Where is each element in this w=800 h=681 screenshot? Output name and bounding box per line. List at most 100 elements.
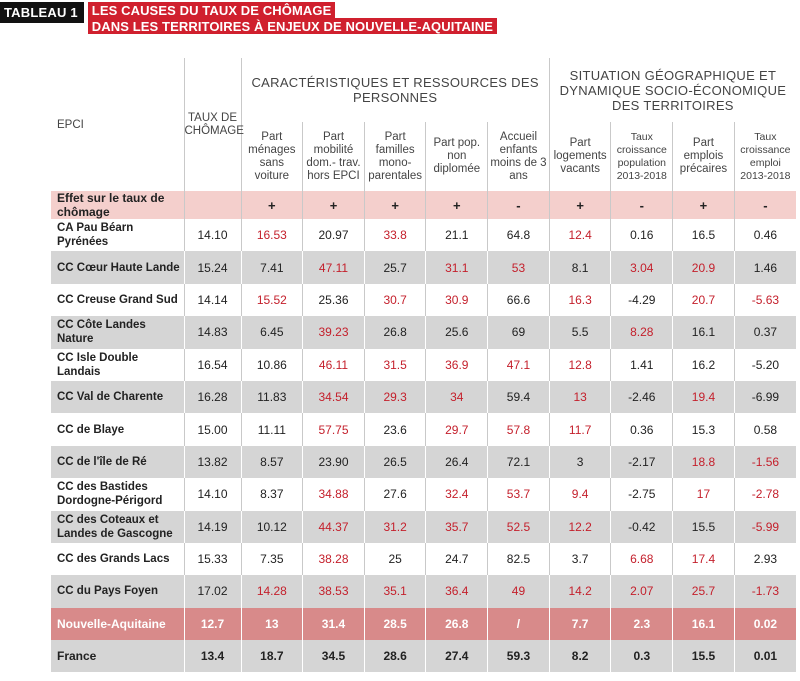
- indicator-value: 15.52: [241, 283, 304, 317]
- indicator-value: 15.5: [672, 639, 735, 672]
- indicator-value: 20.97: [302, 219, 365, 252]
- indicator-value: 17.4: [672, 542, 735, 576]
- epci-name: CC des Coteaux et Landes de Gascogne: [51, 510, 185, 543]
- indicator-value: 35.1: [364, 575, 427, 608]
- column-header: Accueil enfants moins de 3 ans: [487, 122, 550, 191]
- indicator-value: 64.8: [487, 219, 550, 252]
- indicator-value: 8.57: [241, 445, 304, 479]
- france-name: France: [51, 639, 185, 672]
- column-header: Part emplois précaires: [672, 122, 735, 191]
- indicator-value: 14.28: [241, 575, 304, 608]
- column-header: Part mobilité dom.- trav. hors EPCI: [302, 122, 365, 191]
- indicator-value: 72.1: [487, 445, 550, 479]
- table-row: CC Val de Charente 16.28 11.83 34.54 29.3 34 5…: [51, 380, 796, 414]
- indicator-value: 6.45: [241, 316, 304, 349]
- indicator-value: 17: [672, 478, 735, 511]
- table-title: TABLEAU 1 LES CAUSES DU TAUX DE CHÔMAGE …: [0, 2, 497, 34]
- indicator-value: 53: [487, 251, 550, 284]
- indicator-value: 29.3: [364, 380, 427, 414]
- indicator-value: 34.88: [302, 478, 365, 511]
- effect-sign: +: [302, 191, 365, 219]
- effect-sign: -: [610, 191, 674, 219]
- indicator-value: 8.37: [241, 478, 304, 511]
- effect-sign: +: [364, 191, 427, 219]
- taux-value: 15.00: [184, 413, 242, 446]
- indicator-value: 30.7: [364, 283, 427, 317]
- indicator-value: 7.41: [241, 251, 304, 284]
- indicator-value: 12.8: [549, 348, 612, 381]
- effect-sign: +: [672, 191, 735, 219]
- effect-sign: +: [425, 191, 489, 219]
- indicator-value: 2.3: [610, 607, 674, 640]
- taux-value: 14.10: [184, 219, 242, 252]
- indicator-value: 53.7: [487, 478, 550, 511]
- indicator-value: 3.7: [549, 542, 612, 576]
- table-row: CC de l'île de Ré 13.82 8.57 23.90 26.5 26.4 7…: [51, 445, 796, 479]
- indicator-value: -0.42: [610, 510, 674, 543]
- indicator-value: 0.3: [610, 639, 674, 672]
- indicator-value: 38.53: [302, 575, 365, 608]
- indicator-value: -2.78: [734, 478, 796, 511]
- table-row: CC Cœur Haute Lande 15.24 7.41 47.11 25.7 31.…: [51, 251, 796, 284]
- table-row: CC des Bastides Dordogne-Périgord 14.10 8.…: [51, 478, 796, 511]
- indicator-value: 34.54: [302, 380, 365, 414]
- indicator-value: 0.36: [610, 413, 674, 446]
- epci-name: CC du Pays Foyen: [51, 575, 185, 608]
- column-header: Part familles mono- parentales: [364, 122, 427, 191]
- table-body: Effet sur le taux de chômage + + + + - + - + - CA…: [51, 191, 796, 672]
- indicator-value: -5.99: [734, 510, 796, 543]
- indicator-value: 57.8: [487, 413, 550, 446]
- indicator-value: 31.5: [364, 348, 427, 381]
- taux-value: 14.19: [184, 510, 242, 543]
- indicator-value: 19.4: [672, 380, 735, 414]
- indicator-value: -2.75: [610, 478, 674, 511]
- epci-name: CC des Grands Lacs: [51, 542, 185, 576]
- indicator-value: 36.4: [425, 575, 489, 608]
- indicator-value: 31.4: [302, 607, 365, 640]
- indicator-value: 59.3: [487, 639, 550, 672]
- table-row: CC des Grands Lacs 15.33 7.35 38.28 25 24.7 82…: [51, 542, 796, 576]
- indicator-value: 3.04: [610, 251, 674, 284]
- effect-row: Effet sur le taux de chômage + + + + - + - + -: [51, 191, 796, 219]
- taux-value: 14.83: [184, 316, 242, 349]
- indicator-value: 14.2: [549, 575, 612, 608]
- column-header: Part ménages sans voiture: [241, 122, 304, 191]
- indicator-value: 15.3: [672, 413, 735, 446]
- epci-name: CC Val de Charente: [51, 380, 185, 414]
- epci-name: CC Côte Landes Nature: [51, 316, 185, 349]
- indicator-value: 3: [549, 445, 612, 479]
- taux-value: 16.54: [184, 348, 242, 381]
- indicator-value: 44.37: [302, 510, 365, 543]
- taux-value: 17.02: [184, 575, 242, 608]
- indicator-value: 20.9: [672, 251, 735, 284]
- title-line-2: DANS LES TERRITOIRES À ENJEUX DE NOUVELL…: [87, 18, 497, 34]
- indicator-value: 7.35: [241, 542, 304, 576]
- indicator-value: 8.1: [549, 251, 612, 284]
- indicator-value: 18.8: [672, 445, 735, 479]
- region-name: Nouvelle-Aquitaine: [51, 607, 185, 640]
- epci-name: CC Cœur Haute Lande: [51, 251, 185, 284]
- column-header: Part pop. non diplomée: [425, 122, 489, 191]
- table-row: CC des Coteaux et Landes de Gascogne 14.1…: [51, 510, 796, 543]
- indicator-value: 0.37: [734, 316, 796, 349]
- indicator-value: 6.68: [610, 542, 674, 576]
- header-group-row: EPCI TAUX DE CHÔMAGE CARACTÉRISTIQUES ET…: [51, 58, 796, 191]
- effect-sign: -: [487, 191, 550, 219]
- indicator-value: -1.56: [734, 445, 796, 479]
- epci-header: EPCI: [51, 58, 185, 191]
- indicator-value: -2.17: [610, 445, 674, 479]
- title-lines: LES CAUSES DU TAUX DE CHÔMAGE DANS LES T…: [87, 2, 497, 34]
- indicator-value: 38.28: [302, 542, 365, 576]
- indicator-value: 0.58: [734, 413, 796, 446]
- indicator-value: 16.1: [672, 607, 735, 640]
- effect-sign: +: [241, 191, 304, 219]
- region-row: Nouvelle-Aquitaine 12.7 13 31.4 28.5 26.8/7.7…: [51, 607, 796, 640]
- indicator-value: 11.7: [549, 413, 612, 446]
- indicator-value: 0.02: [734, 607, 796, 640]
- indicator-value: 39.23: [302, 316, 365, 349]
- table-row: CC Creuse Grand Sud 14.14 15.52 25.36 30.7 30…: [51, 283, 796, 317]
- indicator-value: 5.5: [549, 316, 612, 349]
- taux-value: 13.82: [184, 445, 242, 479]
- taux-value: 13.4: [184, 639, 242, 672]
- indicator-value: 11.11: [241, 413, 304, 446]
